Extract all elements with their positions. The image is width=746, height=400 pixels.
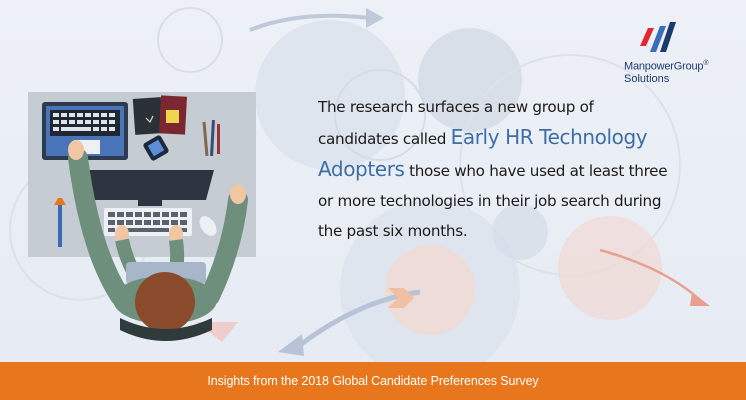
main-message: The research surfaces a new group of can… xyxy=(318,92,668,246)
bg-circle-pink xyxy=(558,216,662,320)
bg-circle xyxy=(492,204,548,260)
bg-ring xyxy=(334,69,426,161)
pen-icon xyxy=(58,205,62,247)
pens xyxy=(202,119,220,157)
background-decoration xyxy=(9,7,710,356)
bg-circle xyxy=(418,28,522,132)
monitor-icon xyxy=(84,170,214,206)
logo-mark-icon xyxy=(640,22,676,52)
message-part-2: those who have used at least three or mo… xyxy=(318,162,668,240)
sticky-note xyxy=(166,110,179,123)
footer-banner: Insights from the 2018 Global Candidate … xyxy=(0,362,746,400)
chevron-right-icon xyxy=(388,288,414,308)
arrow-head-icon xyxy=(366,8,384,28)
arrow-head-icon xyxy=(278,334,304,356)
bg-circle xyxy=(255,20,405,170)
arrow-curve xyxy=(249,13,371,32)
person-figure xyxy=(68,140,248,341)
logo-name: ManpowerGroup xyxy=(624,60,704,73)
laptop-icon xyxy=(42,102,128,160)
bg-ring xyxy=(157,7,223,73)
highlight-term: Early HR Technology Adopters xyxy=(318,125,648,181)
footer-text: Insights from the 2018 Global Candidate … xyxy=(207,374,539,388)
arrow-head-icon xyxy=(690,292,710,306)
workdesk-illustration xyxy=(28,92,256,341)
mouse-icon xyxy=(199,216,217,236)
bg-circle-peach xyxy=(385,245,475,335)
manpowergroup-logo: ManpowerGroup® Solutions xyxy=(624,16,732,86)
black-notebook xyxy=(132,97,164,135)
message-part-1: The research surfaces a new group of can… xyxy=(318,98,594,148)
logo-subtitle: Solutions xyxy=(624,73,670,85)
logo-trademark: ® xyxy=(703,60,709,67)
